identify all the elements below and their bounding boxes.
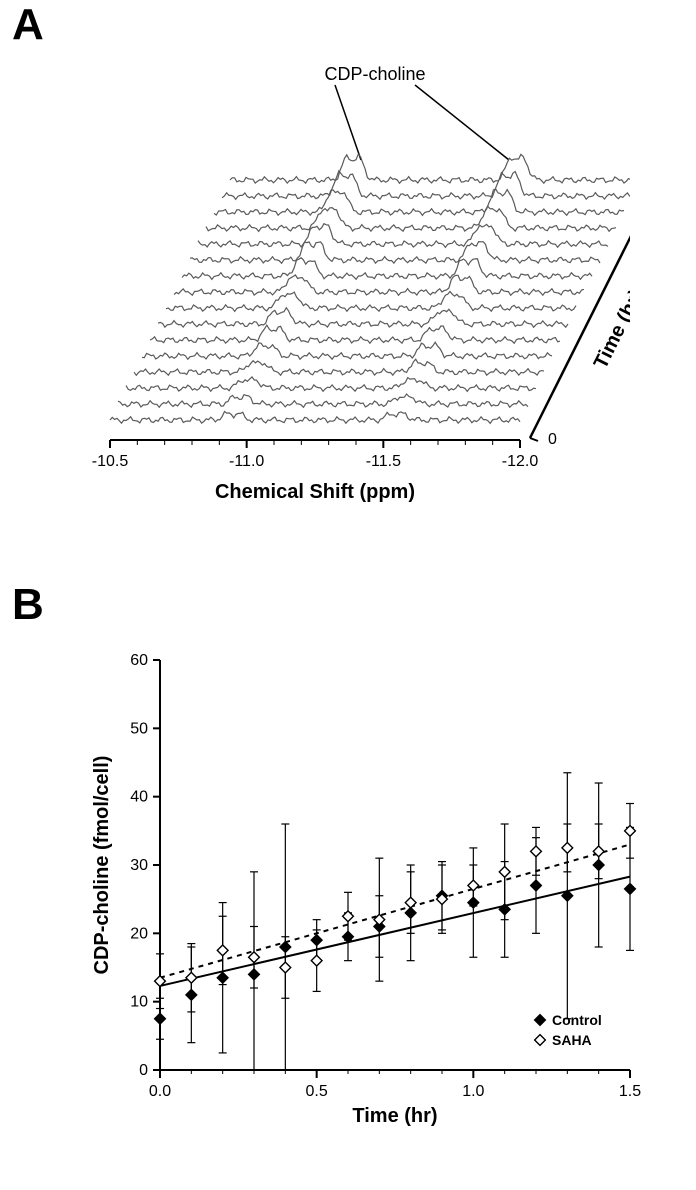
svg-text:Time (hr): Time (hr) [590, 286, 630, 372]
svg-text:60: 60 [130, 652, 148, 669]
svg-text:30: 30 [130, 857, 148, 874]
svg-text:10: 10 [130, 994, 148, 1011]
svg-text:-11.0: -11.0 [229, 453, 264, 470]
svg-text:1.0: 1.0 [462, 1083, 484, 1100]
svg-text:-11.5: -11.5 [366, 453, 401, 470]
panel-b-svg: 0 10 20 30 40 50 60 0.0 0.5 1.0 1.5 Time (hr) CDP-ch… [90, 640, 650, 1140]
panel-a-svg: -10.5 -11.0 -11.5 -12.0 Chemical Shift (ppm)… [90, 40, 630, 520]
svg-text:Time (hr): Time (hr) [352, 1105, 437, 1127]
svg-text:-10.5: -10.5 [92, 453, 129, 470]
svg-text:0: 0 [139, 1062, 148, 1079]
svg-text:0.5: 0.5 [306, 1083, 328, 1100]
svg-text:0: 0 [548, 431, 557, 448]
panel-b-label: B [12, 580, 44, 630]
svg-text:Control: Control [552, 1012, 602, 1028]
svg-text:Chemical Shift (ppm): Chemical Shift (ppm) [215, 481, 415, 503]
svg-text:0.0: 0.0 [149, 1083, 171, 1100]
svg-text:1.5: 1.5 [619, 1083, 641, 1100]
panel-b: 0 10 20 30 40 50 60 0.0 0.5 1.0 1.5 Time (hr) CDP-ch… [90, 640, 650, 1140]
svg-text:SAHA: SAHA [552, 1032, 592, 1048]
svg-text:CDP-choline (fmol/cell): CDP-choline (fmol/cell) [91, 756, 113, 975]
svg-text:-12.0: -12.0 [502, 453, 539, 470]
panel-a-label: A [12, 0, 44, 50]
svg-text:20: 20 [130, 925, 148, 942]
panel-a: -10.5 -11.0 -11.5 -12.0 Chemical Shift (ppm)… [90, 40, 630, 520]
svg-text:CDP-choline: CDP-choline [324, 64, 425, 84]
svg-text:40: 40 [130, 789, 148, 806]
svg-text:50: 50 [130, 720, 148, 737]
